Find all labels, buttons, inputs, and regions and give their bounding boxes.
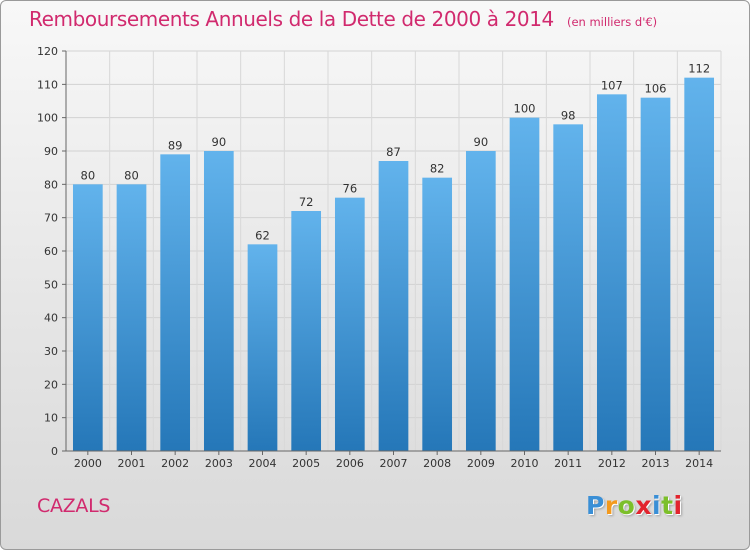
- y-tick-label: 70: [44, 212, 58, 225]
- bar: [160, 154, 191, 452]
- data-label: 106: [645, 82, 667, 96]
- data-label: 76: [343, 182, 358, 196]
- x-tick-label: 2014: [685, 457, 713, 470]
- data-label: 80: [124, 168, 139, 182]
- x-tick-label: 2013: [642, 457, 670, 470]
- bar: [640, 97, 671, 452]
- x-tick-label: 2004: [249, 457, 277, 470]
- data-label: 72: [299, 195, 314, 209]
- x-tick-label: 2003: [205, 457, 233, 470]
- chart-title: Remboursements Annuels de la Dette de 20…: [29, 7, 554, 31]
- bar: [247, 244, 278, 451]
- x-tick-label: 2008: [423, 457, 451, 470]
- bar: [116, 184, 147, 452]
- bar: [553, 124, 584, 451]
- bar: [422, 177, 453, 451]
- bar: [72, 184, 103, 452]
- data-label: 98: [561, 108, 576, 122]
- y-tick-label: 60: [44, 245, 58, 258]
- data-label: 89: [168, 138, 183, 152]
- x-tick-label: 2005: [292, 457, 320, 470]
- bar: [378, 161, 409, 451]
- place-name: CAZALS: [37, 495, 111, 517]
- y-tick-label: 20: [44, 378, 58, 391]
- logo-letter: i: [673, 491, 683, 520]
- y-tick-label: 30: [44, 345, 58, 358]
- x-tick-label: 2010: [511, 457, 539, 470]
- y-tick-label: 100: [37, 112, 58, 125]
- y-tick-label: 120: [37, 45, 58, 58]
- bar: [465, 151, 496, 451]
- y-tick-label: 50: [44, 278, 58, 291]
- logo-letter: P: [586, 491, 605, 520]
- bar: [596, 94, 627, 451]
- logo-letter: x: [635, 491, 652, 520]
- bar: [509, 117, 540, 452]
- x-tick-label: 2002: [161, 457, 189, 470]
- labels: 0 10 20 30 40 50 60 70 80 90 100 110 120 80 2000 80 2001…: [37, 45, 713, 470]
- y-tick-label: 80: [44, 178, 58, 191]
- proxiti-logo: Proxiti: [586, 491, 683, 520]
- title-row: Remboursements Annuels de la Dette de 20…: [29, 7, 657, 31]
- y-tick-label: 40: [44, 312, 58, 325]
- x-tick-label: 2011: [554, 457, 582, 470]
- x-tick-label: 2001: [118, 457, 146, 470]
- bars: [72, 77, 715, 452]
- data-label: 90: [474, 135, 489, 149]
- data-label: 107: [601, 78, 623, 92]
- chart-unit: (en milliers d'€): [566, 15, 658, 29]
- x-tick-label: 2006: [336, 457, 364, 470]
- x-tick-label: 2000: [74, 457, 102, 470]
- x-tick-label: 2009: [467, 457, 495, 470]
- data-label: 87: [386, 145, 401, 159]
- bar: [291, 211, 322, 451]
- bar: [684, 77, 715, 452]
- data-label: 90: [212, 135, 227, 149]
- bar: [334, 197, 365, 451]
- data-label: 100: [514, 102, 536, 116]
- logo-letter: r: [604, 491, 618, 520]
- logo-letter: i: [652, 491, 662, 520]
- logo-letter: t: [661, 491, 674, 520]
- y-tick-label: 90: [44, 145, 58, 158]
- x-tick-label: 2012: [598, 457, 626, 470]
- data-label: 62: [255, 228, 270, 242]
- logo-letter: o: [617, 491, 636, 520]
- y-tick-label: 10: [44, 412, 58, 425]
- y-tick-label: 0: [51, 445, 58, 458]
- bar: [203, 151, 234, 451]
- data-label: 80: [81, 168, 96, 182]
- y-tick-label: 110: [37, 78, 58, 91]
- x-tick-label: 2007: [380, 457, 408, 470]
- data-label: 82: [430, 162, 445, 176]
- axes: [62, 50, 721, 455]
- data-label: 112: [688, 62, 710, 76]
